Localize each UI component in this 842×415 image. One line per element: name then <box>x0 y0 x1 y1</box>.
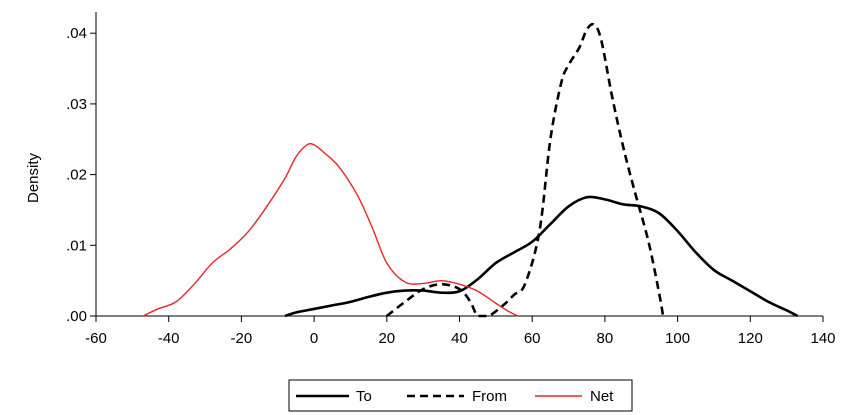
x-tick-label: -40 <box>158 330 180 347</box>
y-tick-label: .00 <box>66 308 87 325</box>
series-line-net <box>142 142 518 317</box>
x-tick-label: 120 <box>738 330 763 347</box>
x-tick-label: 0 <box>310 330 318 347</box>
legend: To From Net <box>288 379 633 412</box>
x-tick-label: -60 <box>85 330 107 347</box>
y-tick-label: .03 <box>66 96 87 113</box>
x-tick-label: 60 <box>524 330 541 347</box>
y-tick-label: .02 <box>66 167 87 184</box>
y-tick-label: .04 <box>66 25 87 42</box>
x-axis-ticks: -60 -40 -20 0 20 40 60 80 100 120 140 <box>85 316 836 347</box>
y-axis-title: Density <box>25 152 42 203</box>
legend-label-net: Net <box>590 388 614 405</box>
legend-label-to: To <box>356 388 372 405</box>
x-tick-label: -20 <box>231 330 253 347</box>
y-axis-ticks: .00 .01 .02 .03 .04 <box>66 25 96 325</box>
x-tick-label: 20 <box>378 330 395 347</box>
x-tick-label: 40 <box>451 330 468 347</box>
series-line-to <box>284 195 799 318</box>
legend-label-from: From <box>472 388 507 405</box>
legend-items: To From Net <box>296 388 614 405</box>
series-line-from <box>386 22 665 318</box>
y-tick-label: .01 <box>66 237 87 254</box>
plot-area: -60 -40 -20 0 20 40 60 80 100 120 140 .00 .01 .02 .03… <box>66 12 836 347</box>
x-tick-label: 140 <box>810 330 835 347</box>
x-tick-label: 100 <box>665 330 690 347</box>
series-lines <box>142 22 799 318</box>
x-tick-label: 80 <box>597 330 614 347</box>
